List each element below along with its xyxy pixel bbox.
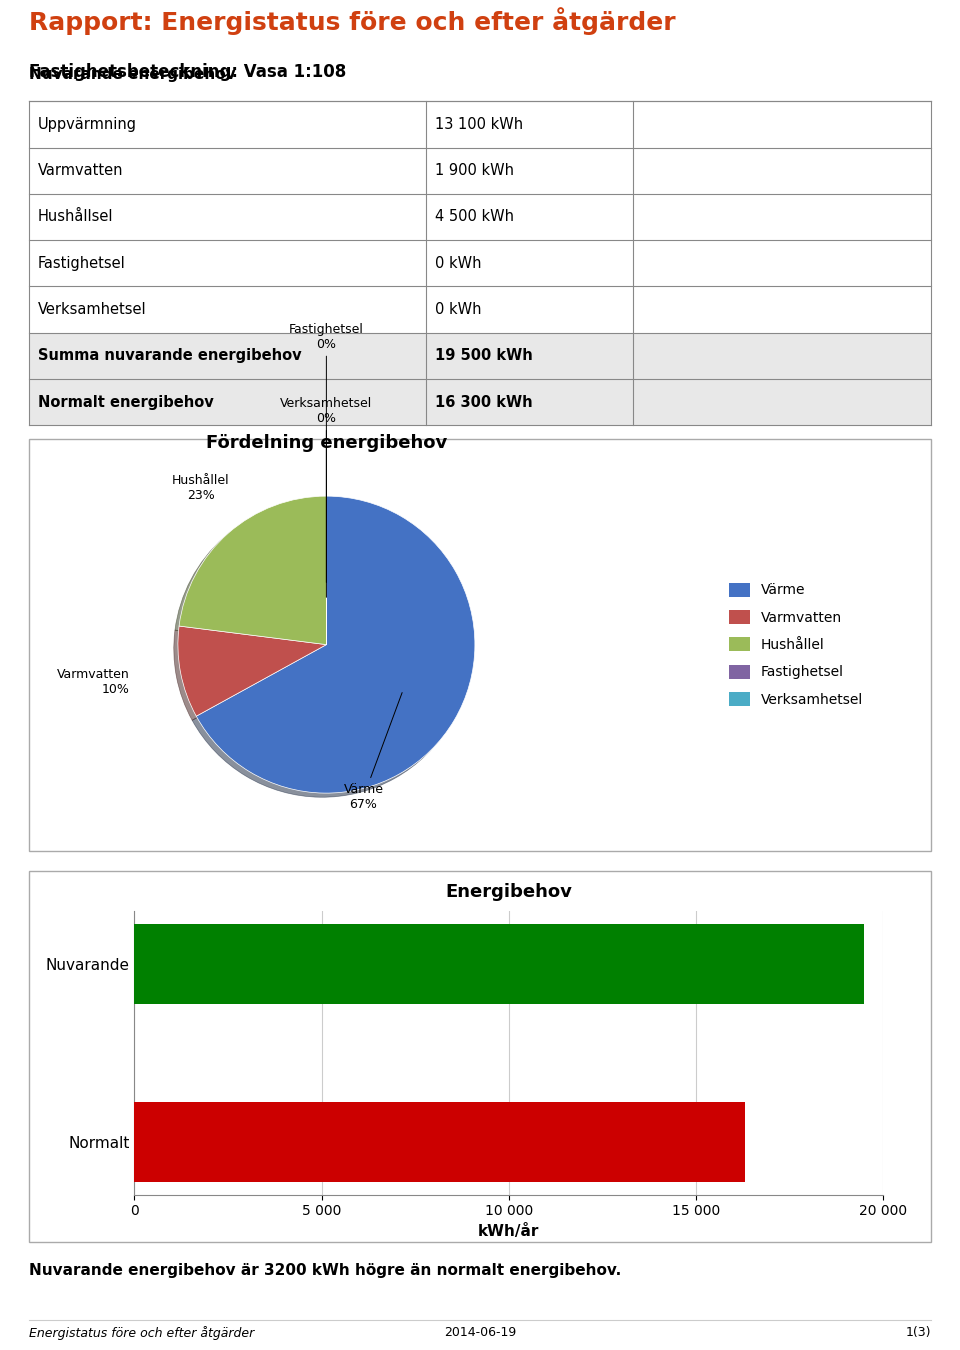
Bar xyxy=(134,925,865,1004)
Text: Summa nuvarande energibehov: Summa nuvarande energibehov xyxy=(37,348,301,363)
Wedge shape xyxy=(180,497,326,645)
Bar xyxy=(29,332,931,379)
Wedge shape xyxy=(196,497,475,794)
Text: Värme
67%: Värme 67% xyxy=(344,693,402,811)
Text: 0 kWh: 0 kWh xyxy=(435,302,481,317)
Wedge shape xyxy=(178,626,326,717)
Text: Fastighetsel
0%: Fastighetsel 0% xyxy=(289,323,364,582)
Text: 16 300 kWh: 16 300 kWh xyxy=(435,394,533,409)
Text: Fastighetsbeteckning: Vasa 1:108: Fastighetsbeteckning: Vasa 1:108 xyxy=(29,63,346,81)
Text: 19 500 kWh: 19 500 kWh xyxy=(435,348,533,363)
Text: Nuvarande energibehov är 3200 kWh högre än normalt energibehov.: Nuvarande energibehov är 3200 kWh högre … xyxy=(29,1264,621,1278)
Text: Varmvatten: Varmvatten xyxy=(37,163,123,178)
Text: Verksamhetsel
0%: Verksamhetsel 0% xyxy=(280,397,372,597)
Text: Varmvatten
10%: Varmvatten 10% xyxy=(57,668,130,697)
Text: 1(3): 1(3) xyxy=(905,1326,931,1339)
Text: Fastighetsel: Fastighetsel xyxy=(37,255,126,271)
Text: Rapport: Energistatus före och efter åtgärder: Rapport: Energistatus före och efter åtg… xyxy=(29,7,676,35)
Bar xyxy=(29,379,931,425)
Text: 1 900 kWh: 1 900 kWh xyxy=(435,163,514,178)
X-axis label: kWh/år: kWh/år xyxy=(478,1224,540,1239)
Text: Energistatus före och efter åtgärder: Energistatus före och efter åtgärder xyxy=(29,1326,254,1341)
Text: 13 100 kWh: 13 100 kWh xyxy=(435,117,523,132)
Title: Fördelning energibehov: Fördelning energibehov xyxy=(205,433,447,452)
Text: Uppvärmning: Uppvärmning xyxy=(37,117,137,132)
Title: Energibehov: Energibehov xyxy=(445,883,572,902)
Legend: Värme, Varmvatten, Hushållel, Fastighetsel, Verksamhetsel: Värme, Varmvatten, Hushållel, Fastighets… xyxy=(723,576,869,713)
Bar xyxy=(134,1102,745,1181)
Text: Normalt energibehov: Normalt energibehov xyxy=(37,394,213,409)
Text: 2014-06-19: 2014-06-19 xyxy=(444,1326,516,1339)
Text: 4 500 kWh: 4 500 kWh xyxy=(435,209,514,224)
Text: Verksamhetsel: Verksamhetsel xyxy=(37,302,147,317)
Text: 0 kWh: 0 kWh xyxy=(435,255,481,271)
Text: Hushållel
23%: Hushållel 23% xyxy=(172,474,229,502)
Text: Hushållsel: Hushållsel xyxy=(37,209,113,224)
Text: Nuvarande energibehov: Nuvarande energibehov xyxy=(29,66,235,82)
